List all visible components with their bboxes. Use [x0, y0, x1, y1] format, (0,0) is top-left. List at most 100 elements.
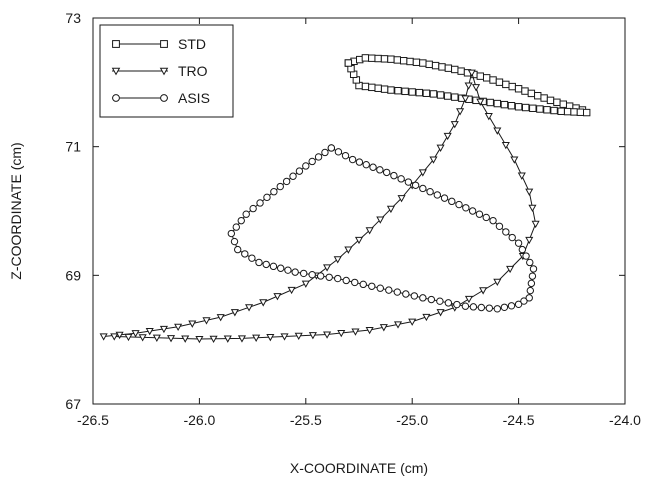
data-point-tro [506, 265, 515, 274]
data-point-asis [385, 286, 393, 294]
data-point-std [514, 103, 523, 111]
data-point-std [415, 88, 423, 97]
data-point-tro [464, 82, 473, 90]
legend-label: STD [178, 36, 206, 52]
data-point-asis [334, 274, 342, 283]
data-point-std [529, 104, 537, 112]
data-point-std [570, 108, 578, 116]
data-point-tro [245, 304, 254, 312]
data-point-asis [308, 157, 316, 166]
data-point-asis [256, 199, 264, 207]
data-point-tro [188, 320, 197, 328]
data-point-asis [242, 210, 250, 218]
data-point-asis [514, 239, 523, 247]
data-point-asis [359, 280, 367, 289]
y-axis-label: Z-COORDINATE (cm) [8, 142, 24, 279]
data-point-tro [484, 113, 493, 121]
data-point-tro [443, 132, 452, 141]
legend-marker [159, 67, 169, 76]
data-point-std [431, 61, 440, 70]
data-point-asis [514, 300, 523, 308]
legend-marker [111, 67, 121, 76]
data-point-tro [467, 69, 476, 77]
data-point-std [557, 107, 565, 115]
data-point-tro [479, 287, 488, 295]
legend-entry-tro: TRO [111, 63, 208, 79]
data-point-asis [455, 200, 463, 209]
data-point-tro [266, 334, 275, 342]
data-point-tro [351, 328, 360, 336]
data-point-std [563, 107, 572, 116]
x-tick-label: -26.5 [77, 412, 109, 428]
data-point-tro [337, 329, 346, 338]
data-point-tro [230, 309, 239, 317]
data-point-asis [397, 175, 405, 183]
data-point-std [521, 87, 529, 95]
data-point-std [559, 100, 567, 108]
y-tick-label: 71 [65, 139, 81, 155]
data-point-std [543, 106, 551, 114]
data-point-asis [295, 167, 304, 175]
data-point-tro [202, 317, 211, 325]
data-point-asis [468, 207, 477, 215]
data-point-tro [152, 334, 161, 342]
data-point-asis [232, 223, 240, 231]
data-point-tro [464, 295, 473, 304]
data-point-std [368, 54, 376, 62]
legend-label: TRO [178, 63, 208, 79]
data-point-tro [493, 278, 502, 286]
data-point-std [380, 85, 389, 93]
data-point-asis [507, 302, 516, 310]
data-point-tro [501, 141, 510, 150]
data-point-tro [354, 236, 364, 245]
legend: STD TRO ASIS [99, 24, 234, 118]
data-point-asis [316, 272, 325, 280]
data-point-std [508, 82, 516, 91]
data-point-asis [485, 304, 494, 312]
data-point-std [419, 59, 427, 67]
data-point-asis [255, 258, 263, 267]
data-point-std [387, 86, 395, 94]
data-point-asis [520, 297, 528, 305]
data-point-asis [302, 162, 310, 170]
legend-entry-asis: ASIS [112, 90, 210, 106]
data-point-tro [195, 335, 204, 344]
x-axis-label: X-COORDINATE (cm) [290, 460, 428, 476]
data-point-tro [99, 333, 108, 341]
data-point-asis [325, 273, 333, 281]
x-tick-label: -24.5 [503, 412, 535, 428]
data-point-std [361, 82, 370, 91]
data-point-tro [181, 335, 190, 343]
data-point-asis [269, 262, 278, 271]
data-point-asis [248, 254, 256, 262]
data-point-tro [531, 220, 540, 229]
data-point-tro [280, 333, 289, 341]
data-point-std [399, 57, 408, 65]
data-point-asis [527, 279, 536, 288]
data-point-asis [495, 222, 504, 230]
data-point-asis [493, 305, 502, 313]
data-point-asis [342, 276, 350, 285]
data-point-std [550, 106, 558, 115]
data-point-std [576, 108, 585, 116]
data-point-std [476, 72, 484, 80]
data-point-asis [518, 245, 527, 254]
data-point-std [502, 80, 510, 89]
y-tick-label: 69 [65, 267, 81, 283]
data-point-std [374, 54, 382, 63]
data-point-std [493, 99, 502, 108]
data-point-std [553, 98, 561, 106]
data-point-std [527, 89, 536, 98]
data-point-asis [341, 151, 350, 160]
data-point-asis [427, 295, 436, 304]
data-point-tro [456, 108, 465, 116]
data-point-asis [308, 270, 316, 279]
data-point-std [482, 74, 491, 82]
data-point-std [436, 91, 445, 99]
data-point-tro [365, 326, 374, 335]
data-point-tro [422, 313, 431, 322]
data-point-asis [475, 210, 484, 218]
data-point-asis [376, 166, 384, 174]
x-tick-label: -24.0 [609, 412, 641, 428]
